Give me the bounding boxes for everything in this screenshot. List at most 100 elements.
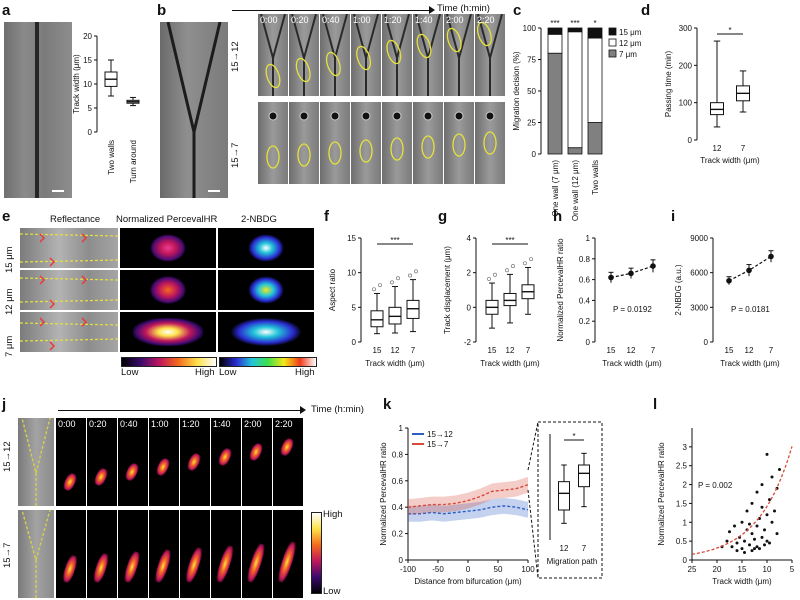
y-tick-label: 2 xyxy=(467,269,472,278)
panel-j-timelapse: 0:00 0:20 0:40 1:00 1:20 1:40 2:00 2:20 xyxy=(56,418,304,598)
scatter-point xyxy=(778,467,781,471)
timelapse-time-label: 2:20 xyxy=(477,15,495,25)
reflectance-image xyxy=(20,270,118,310)
scatter-point xyxy=(763,543,766,547)
p-value-annotation: P = 0.002 xyxy=(698,481,733,490)
row-label-b-1: 15→12 xyxy=(230,41,241,72)
timelapse-frame xyxy=(180,510,210,598)
outlier-point xyxy=(390,280,394,285)
scatter-point xyxy=(760,483,764,487)
legend-swatch xyxy=(608,38,617,47)
y-tick-label: 10 xyxy=(83,80,92,89)
y-tick-label: 0.5 xyxy=(676,537,688,546)
cell-signal xyxy=(61,471,79,493)
y-tick-label: 5 xyxy=(88,104,93,113)
box xyxy=(503,292,517,307)
x-category-label: 15 xyxy=(607,346,616,355)
y-tick-label: 0 xyxy=(88,128,93,137)
y-tick-label: 0.8 xyxy=(579,255,591,264)
y-tick-label: 75 xyxy=(527,56,536,65)
x-category-label: 12 xyxy=(627,346,636,355)
x-axis-label: Track width (μm) xyxy=(602,359,662,368)
y-tick-label: 15 xyxy=(347,234,356,243)
box-plot xyxy=(406,279,420,333)
colorbar-j xyxy=(311,512,322,594)
y-tick-label: 0 xyxy=(704,338,709,347)
scatter-point xyxy=(740,547,744,551)
scatter-point xyxy=(730,545,734,549)
bar-segment xyxy=(547,52,563,155)
panel-label-b: b xyxy=(157,2,167,19)
column-label-2nbdg: 2-NBDG xyxy=(241,214,277,225)
y-tick-label: 0.6 xyxy=(392,477,404,486)
timelapse-time-label: 0:20 xyxy=(291,15,309,25)
panel-e-image-grid xyxy=(20,228,316,354)
bar-segment xyxy=(567,147,583,155)
chart-h-percevalhr: 0 0.2 0.4 0.6 0.8 1 Normalized PercevalHR rati… xyxy=(556,234,662,368)
cell-signal xyxy=(275,540,299,584)
inset-frame xyxy=(537,421,603,579)
panel-label-e: e xyxy=(2,208,11,225)
reflectance-image xyxy=(20,228,118,268)
y-tick-label: 0.8 xyxy=(392,450,404,459)
column-label-percevalhr: Normalized PercevalHR xyxy=(116,214,218,225)
x-category-label: 7 xyxy=(411,346,416,355)
box xyxy=(578,464,590,488)
legend-label: 12 μm xyxy=(619,39,642,48)
significance-annotation: *** xyxy=(570,19,579,28)
colorbar-2nbdg xyxy=(219,357,317,367)
timelapse-frame: 1:40 xyxy=(413,14,443,96)
time-arrow-b xyxy=(232,10,432,11)
x-category-label: 7 xyxy=(769,346,774,355)
chart-i-2nbdg: 0 3000 6000 9000 2-NBDG (a.u.) P = 0.0181 15 12… xyxy=(674,234,780,368)
percevalhr-image xyxy=(120,228,216,268)
timelapse-time-label: 0:40 xyxy=(322,15,340,25)
x-tick-label: 50 xyxy=(494,565,503,574)
timelapse-frame xyxy=(413,102,443,184)
scatter-point xyxy=(770,475,774,479)
x-category-label: 12 xyxy=(391,346,400,355)
colorbar-low-label-2: Low xyxy=(219,367,237,378)
timelapse-frame xyxy=(475,102,505,184)
x-category-label: 7 xyxy=(526,346,531,355)
y-tick-label: 1 xyxy=(399,424,404,433)
track-line xyxy=(35,22,39,198)
time-arrow-j xyxy=(58,410,303,411)
timelapse-time-label: 2:00 xyxy=(244,419,262,429)
x-category-label: Two walls xyxy=(107,140,116,175)
panel-j-bifurcation-image-1 xyxy=(18,418,54,506)
x-category-label: 12 xyxy=(713,144,722,153)
scatter-point xyxy=(768,541,771,545)
data-point xyxy=(608,274,614,281)
scatter-point xyxy=(743,550,746,554)
inset-connector xyxy=(527,421,539,471)
scatter-point xyxy=(725,539,729,543)
timelapse-time-label: 1:20 xyxy=(182,419,200,429)
y-tick-label: 0.2 xyxy=(392,530,404,539)
x-axis-label: Distance from bifurcation (μm) xyxy=(414,577,522,586)
box-plot xyxy=(370,292,384,335)
percevalhr-image xyxy=(120,270,216,310)
legend-label: 15 μm xyxy=(619,28,642,37)
data-point xyxy=(726,277,732,284)
x-category-label: Two walls xyxy=(591,160,600,195)
cell-signal xyxy=(183,546,205,584)
time-arrowhead-j xyxy=(300,406,306,414)
significance-annotation: * xyxy=(728,26,731,35)
y-tick-label: 100 xyxy=(679,99,693,108)
box-plot xyxy=(736,70,750,113)
y-axis-label: Normalized PercevalHR ratio xyxy=(556,238,565,342)
outlier-point xyxy=(487,276,491,281)
cell-signal xyxy=(133,318,203,346)
timelapse-frame: 1:20 xyxy=(382,14,412,96)
box-plot xyxy=(558,464,570,524)
box-plot xyxy=(710,40,724,128)
x-tick-label: 20 xyxy=(713,565,722,574)
y-tick-label: 0 xyxy=(399,556,404,565)
timelapse-time-label: 0:00 xyxy=(260,15,278,25)
cell-signal xyxy=(245,542,267,584)
y-tick-label: 0.2 xyxy=(579,317,591,326)
cell-signal xyxy=(122,550,142,584)
cell-signal xyxy=(123,461,141,483)
scatter-point xyxy=(750,532,754,536)
